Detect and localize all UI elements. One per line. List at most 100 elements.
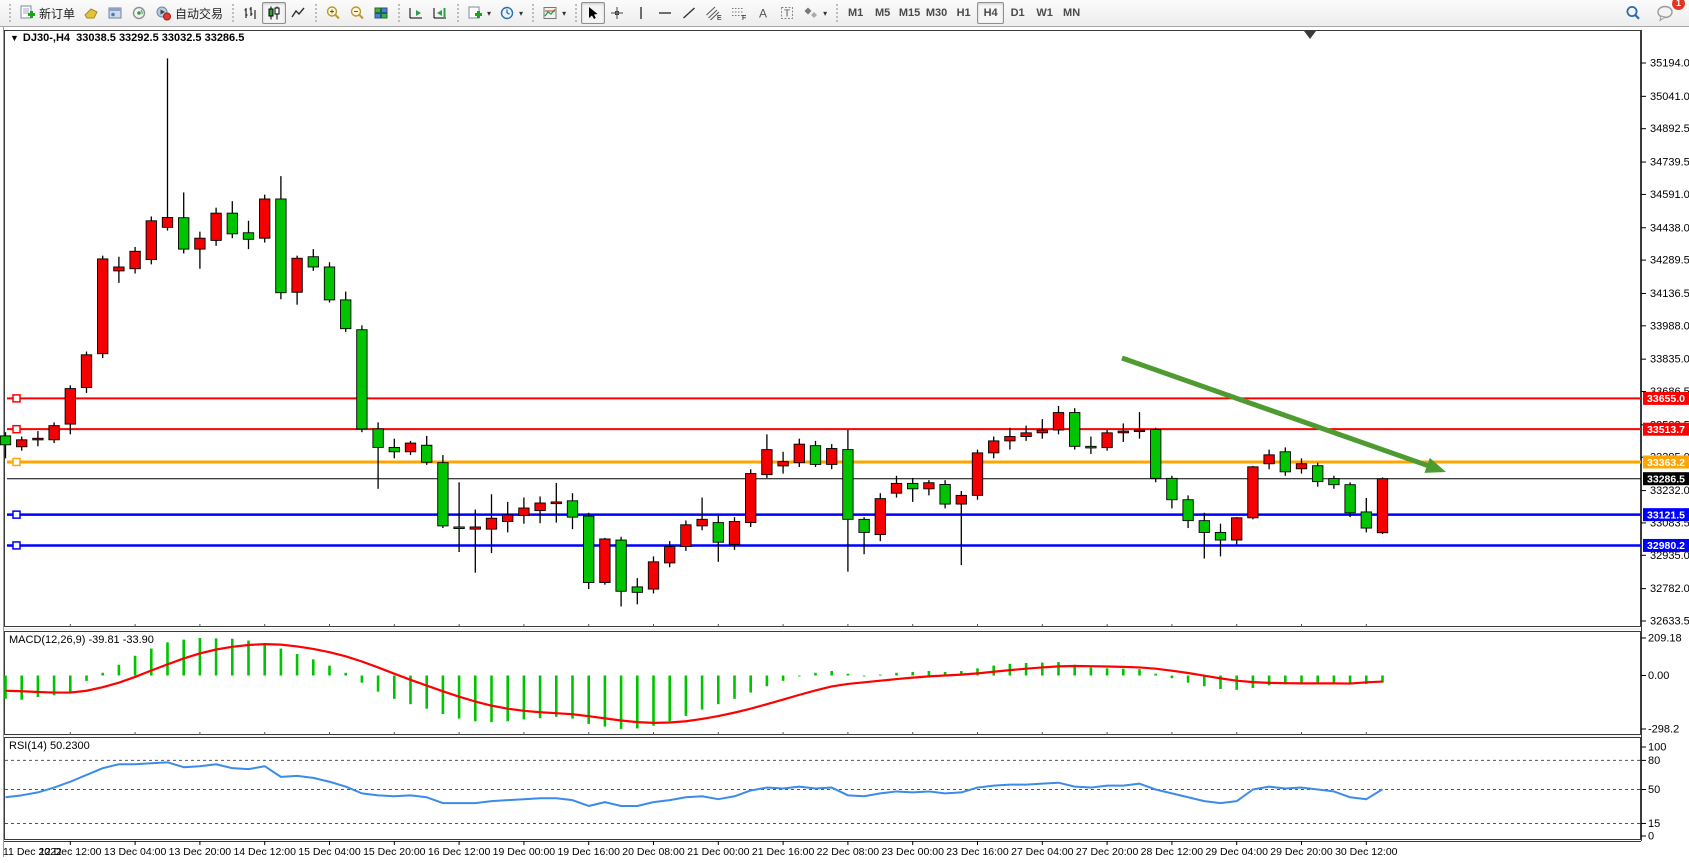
price-flag	[1643, 422, 1689, 436]
time-label: 19 Dec 16:00	[557, 846, 620, 858]
hline-handle[interactable]	[12, 541, 21, 550]
macd-values: -39.81 -33.90	[88, 634, 154, 646]
tab-timeframe-M30[interactable]: M30	[923, 2, 950, 24]
candle-body-up	[647, 561, 660, 590]
channel-tool-button[interactable]: E	[701, 2, 726, 24]
candle-body-up	[1036, 429, 1048, 434]
tab-timeframe-M1[interactable]: M1	[842, 2, 869, 24]
tab-timeframe-M5[interactable]: M5	[869, 2, 896, 24]
tab-timeframe-H1[interactable]: H1	[950, 2, 977, 24]
candle-body-up	[64, 388, 76, 425]
bar-chart-button[interactable]	[238, 2, 262, 24]
candle-body-up	[1231, 517, 1243, 541]
candle-body-down	[1085, 445, 1097, 449]
tab-timeframe-D1[interactable]: D1	[1004, 2, 1031, 24]
candle-body-up	[48, 425, 60, 441]
arrows-tool-button[interactable]: ▾	[799, 2, 831, 24]
candle-body-up	[1052, 412, 1065, 431]
svg-text:T: T	[784, 9, 790, 20]
chart-shift-marker[interactable]	[1304, 31, 1316, 39]
candle-body-down	[0, 435, 12, 446]
hline-handle[interactable]	[12, 394, 21, 403]
text-tool-button[interactable]: A	[751, 2, 775, 24]
toolbar-grip[interactable]	[573, 4, 579, 22]
navigator-button[interactable]	[103, 2, 127, 24]
hline-handle[interactable]	[12, 457, 21, 467]
toolbar-grip[interactable]	[313, 4, 319, 22]
toolbar-grip[interactable]	[7, 4, 12, 22]
candle-body-up	[761, 449, 773, 476]
price-flag	[1643, 455, 1689, 469]
svg-text:E: E	[717, 15, 722, 21]
new-chart-button[interactable]: ▾	[463, 2, 495, 24]
notifications-button[interactable]	[1652, 2, 1679, 24]
candle-body-down	[437, 462, 449, 527]
trend-arrow-annotation[interactable]	[1121, 355, 1446, 473]
horizontal-level-lines[interactable]	[7, 394, 1641, 550]
zoom-in-button[interactable]	[321, 2, 345, 24]
market-watch-button[interactable]	[79, 2, 103, 24]
toolbar-grip[interactable]	[530, 4, 536, 22]
trend-arrow-head[interactable]	[1424, 457, 1446, 473]
line-chart-button[interactable]	[286, 2, 310, 24]
candle-body-down	[388, 446, 400, 453]
period-button[interactable]: ▾	[495, 2, 527, 24]
price-flag-label: 33286.5	[1647, 473, 1685, 485]
candle-body-up	[874, 498, 886, 536]
cursor-tool-button[interactable]	[581, 2, 606, 24]
trend-arrow-line[interactable]	[1121, 355, 1432, 470]
toolbar-grip[interactable]	[396, 4, 402, 22]
search-button[interactable]	[1620, 2, 1646, 24]
toolbar-grip[interactable]	[230, 4, 236, 22]
rsi-tick-label: 100	[1648, 742, 1666, 754]
price-tick-label: 32782.0	[1650, 583, 1689, 595]
toolbar-grip[interactable]	[834, 4, 840, 22]
vertical-line-tool-button[interactable]	[629, 2, 653, 24]
tab-timeframe-M15[interactable]: M15	[896, 2, 923, 24]
tab-timeframe-H4[interactable]: H4	[977, 2, 1005, 24]
pane-splitter[interactable]	[4, 735, 1641, 737]
auto-scroll-button[interactable]	[404, 2, 428, 24]
zoom-out-icon	[350, 6, 364, 20]
candle-body-down	[1214, 531, 1227, 541]
toolbar-grip[interactable]	[455, 4, 461, 22]
hline-handle[interactable]	[12, 424, 21, 434]
hline-handle[interactable]	[12, 510, 21, 519]
navigator-icon	[108, 7, 122, 19]
tile-windows-icon	[374, 7, 388, 19]
horizontal-line-tool-button[interactable]	[653, 2, 677, 24]
zoom-out-button[interactable]	[345, 2, 369, 24]
tab-timeframe-W1[interactable]: W1	[1031, 2, 1058, 24]
templates-button[interactable]: ▾	[538, 2, 570, 24]
candle-body-down	[1360, 511, 1372, 529]
candle-body-up	[485, 517, 498, 530]
signals-icon	[132, 6, 146, 20]
new-order-button[interactable]: 新订单	[15, 2, 79, 24]
candle-body-up	[664, 546, 676, 564]
auto-trading-button[interactable]: 自动交易	[151, 2, 227, 24]
trendline-tool-button[interactable]	[677, 2, 701, 24]
dropdown-arrow-icon: ▾	[519, 8, 524, 18]
templates-icon	[543, 7, 557, 19]
price-flag	[1643, 472, 1689, 486]
signals-button[interactable]	[127, 2, 151, 24]
svg-text:A: A	[759, 7, 767, 21]
tab-timeframe-MN[interactable]: MN	[1058, 2, 1085, 24]
pane-splitter[interactable]	[4, 628, 1641, 630]
candle-body-up	[404, 442, 417, 453]
candle-body-down	[1182, 499, 1194, 522]
text-label-tool-button[interactable]: T	[775, 2, 799, 24]
candle-body-down	[340, 299, 352, 330]
fibonacci-tool-button[interactable]: F	[726, 2, 751, 24]
chart-shift-button[interactable]	[428, 2, 452, 24]
text-icon: A	[759, 7, 767, 21]
candlestick-chart-button[interactable]	[262, 2, 287, 24]
candle-body-up	[696, 518, 708, 527]
candle-body-up	[1004, 436, 1016, 442]
tile-windows-button[interactable]	[369, 2, 393, 24]
candle-body-up	[145, 220, 157, 261]
crosshair-tool-button[interactable]	[605, 2, 629, 24]
collapse-arrow-icon[interactable]: ▼	[10, 33, 19, 43]
notification-badge[interactable]: 1	[1672, 0, 1685, 10]
